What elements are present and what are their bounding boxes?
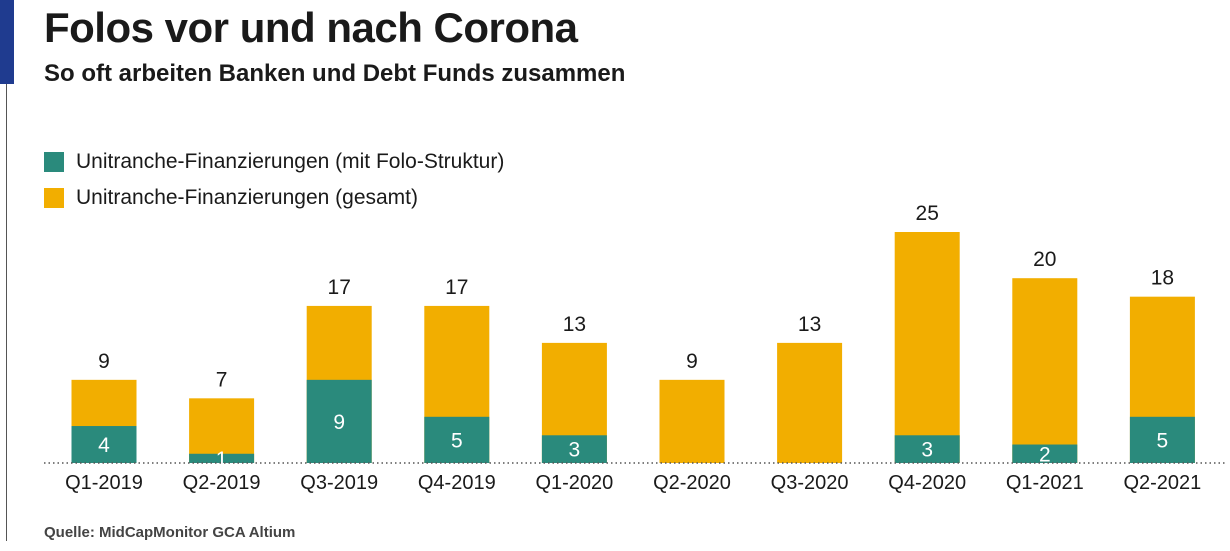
source-note: Quelle: MidCapMonitor GCA Altium bbox=[44, 524, 296, 541]
data-label-folo: 3 bbox=[569, 439, 581, 462]
data-label-total: 20 bbox=[1033, 248, 1056, 271]
data-label-total: 13 bbox=[563, 313, 586, 336]
bar-folo bbox=[306, 379, 372, 463]
x-tick-label: Q1-2019 bbox=[65, 472, 143, 494]
bar-folo bbox=[1129, 416, 1195, 463]
data-label-total: 13 bbox=[798, 313, 821, 336]
data-label-total: 9 bbox=[686, 350, 698, 373]
data-label-total: 18 bbox=[1151, 267, 1174, 290]
x-tick-label: Q3-2019 bbox=[300, 472, 378, 494]
data-label-total: 7 bbox=[216, 368, 228, 391]
legend-label-total: Unitranche-Finanzierungen (gesamt) bbox=[76, 186, 418, 209]
bar-folo bbox=[189, 453, 255, 463]
bar-total bbox=[1012, 278, 1078, 463]
data-label-folo: 9 bbox=[333, 411, 345, 434]
accent-bar bbox=[0, 0, 14, 84]
bar-folo bbox=[541, 435, 607, 463]
bar-total bbox=[189, 398, 255, 463]
bar-folo bbox=[424, 416, 490, 463]
data-label-total: 17 bbox=[328, 276, 351, 299]
bar-folo bbox=[1012, 444, 1078, 463]
x-tick-label: Q4-2020 bbox=[888, 472, 966, 494]
data-label-total: 9 bbox=[98, 350, 110, 373]
data-label-total: 17 bbox=[445, 276, 468, 299]
legend-swatch-total bbox=[44, 188, 64, 208]
data-label-folo: 3 bbox=[921, 439, 933, 462]
legend-swatch-folo bbox=[44, 152, 64, 172]
data-label-folo: 4 bbox=[98, 434, 110, 457]
chart-subtitle: So oft arbeiten Banken und Debt Funds zu… bbox=[44, 60, 626, 87]
data-label-folo: 1 bbox=[216, 448, 228, 471]
legend-item-folo: Unitranche-Finanzierungen (mit Folo-Stru… bbox=[44, 144, 504, 180]
x-tick-label: Q4-2019 bbox=[418, 472, 496, 494]
data-label-folo: 2 bbox=[1039, 443, 1051, 466]
x-tick-label: Q2-2020 bbox=[653, 472, 731, 494]
legend-item-total: Unitranche-Finanzierungen (gesamt) bbox=[44, 180, 504, 216]
bar-total bbox=[659, 379, 725, 463]
bar-total bbox=[777, 342, 843, 463]
data-label-folo: 5 bbox=[1157, 429, 1169, 452]
data-label-total: 25 bbox=[916, 202, 939, 225]
chart-title: Folos vor und nach Corona bbox=[44, 4, 578, 51]
legend: Unitranche-Finanzierungen (mit Folo-Stru… bbox=[44, 144, 504, 216]
x-tick-label: Q2-2019 bbox=[183, 472, 261, 494]
x-tick-label: Q3-2020 bbox=[771, 472, 849, 494]
x-tick-label: Q2-2021 bbox=[1123, 472, 1201, 494]
data-label-folo: 5 bbox=[451, 429, 463, 452]
x-tick-label: Q1-2020 bbox=[535, 472, 613, 494]
bar-folo bbox=[894, 435, 960, 463]
left-rule bbox=[6, 84, 7, 541]
x-tick-label: Q1-2021 bbox=[1006, 472, 1084, 494]
bar-folo bbox=[71, 426, 137, 463]
bar-total bbox=[894, 232, 960, 463]
legend-label-folo: Unitranche-Finanzierungen (mit Folo-Stru… bbox=[76, 150, 505, 173]
